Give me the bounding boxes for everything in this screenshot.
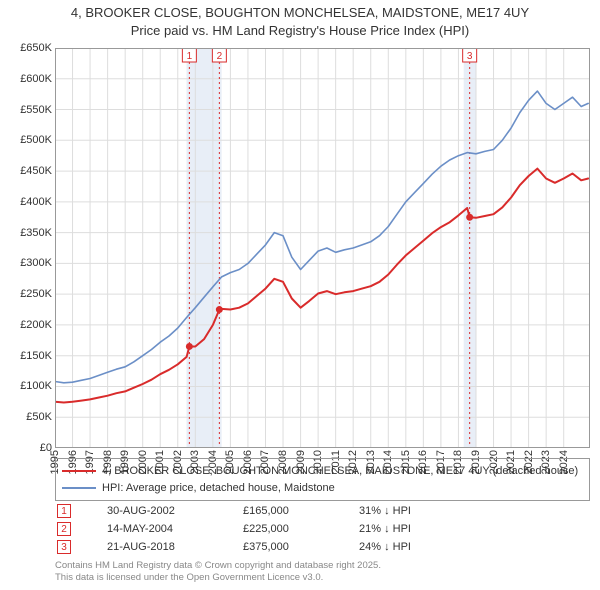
svg-text:2: 2: [217, 51, 223, 62]
marker-price: £225,000: [243, 523, 323, 535]
title-line-2: Price paid vs. HM Land Registry's House …: [0, 22, 600, 40]
marker-row: 1 30-AUG-2002 £165,000 31% ↓ HPI: [55, 502, 590, 520]
footer-line-2: This data is licensed under the Open Gov…: [55, 572, 590, 584]
y-tick-label: £550K: [2, 104, 52, 116]
marker-date: 30-AUG-2002: [107, 505, 207, 517]
marker-badge: 3: [57, 540, 71, 554]
svg-text:1: 1: [187, 51, 193, 62]
marker-row: 3 21-AUG-2018 £375,000 24% ↓ HPI: [55, 538, 590, 556]
legend-swatch: [62, 487, 96, 489]
legend-label: HPI: Average price, detached house, Maid…: [102, 480, 335, 497]
chart-svg: 1 2 3: [55, 48, 590, 448]
title-line-1: 4, BROOKER CLOSE, BOUGHTON MONCHELSEA, M…: [0, 4, 600, 22]
marker-price: £165,000: [243, 505, 323, 517]
y-tick-label: £200K: [2, 319, 52, 331]
marker-diff: 24% ↓ HPI: [359, 541, 449, 553]
legend-row: 4, BROOKER CLOSE, BOUGHTON MONCHELSEA, M…: [62, 463, 583, 480]
y-tick-label: £600K: [2, 73, 52, 85]
marker-badge: 2: [57, 522, 71, 536]
legend: 4, BROOKER CLOSE, BOUGHTON MONCHELSEA, M…: [55, 458, 590, 501]
marker-diff: 31% ↓ HPI: [359, 505, 449, 517]
marker-date: 21-AUG-2018: [107, 541, 207, 553]
legend-row: HPI: Average price, detached house, Maid…: [62, 480, 583, 497]
y-tick-label: £650K: [2, 42, 52, 54]
chart-title: 4, BROOKER CLOSE, BOUGHTON MONCHELSEA, M…: [0, 0, 600, 39]
y-tick-label: £250K: [2, 288, 52, 300]
y-tick-label: £300K: [2, 257, 52, 269]
y-tick-label: £450K: [2, 165, 52, 177]
sale-markers-table: 1 30-AUG-2002 £165,000 31% ↓ HPI 2 14-MAY-200…: [55, 502, 590, 556]
legend-swatch: [62, 470, 96, 472]
footer-line-1: Contains HM Land Registry data © Crown c…: [55, 560, 590, 572]
footer-attribution: Contains HM Land Registry data © Crown c…: [55, 560, 590, 584]
marker-row: 2 14-MAY-2004 £225,000 21% ↓ HPI: [55, 520, 590, 538]
legend-label: 4, BROOKER CLOSE, BOUGHTON MONCHELSEA, M…: [102, 463, 578, 480]
marker-date: 14-MAY-2004: [107, 523, 207, 535]
svg-text:3: 3: [467, 51, 473, 62]
y-tick-label: £50K: [2, 411, 52, 423]
marker-badge: 1: [57, 504, 71, 518]
y-tick-label: £100K: [2, 380, 52, 392]
y-tick-label: £350K: [2, 227, 52, 239]
marker-diff: 21% ↓ HPI: [359, 523, 449, 535]
y-tick-label: £400K: [2, 196, 52, 208]
y-tick-label: £500K: [2, 134, 52, 146]
y-tick-label: £0: [2, 442, 52, 454]
chart-plot-area: 1 2 3: [55, 48, 590, 448]
chart-container: 4, BROOKER CLOSE, BOUGHTON MONCHELSEA, M…: [0, 0, 600, 590]
marker-price: £375,000: [243, 541, 323, 553]
y-tick-label: £150K: [2, 350, 52, 362]
